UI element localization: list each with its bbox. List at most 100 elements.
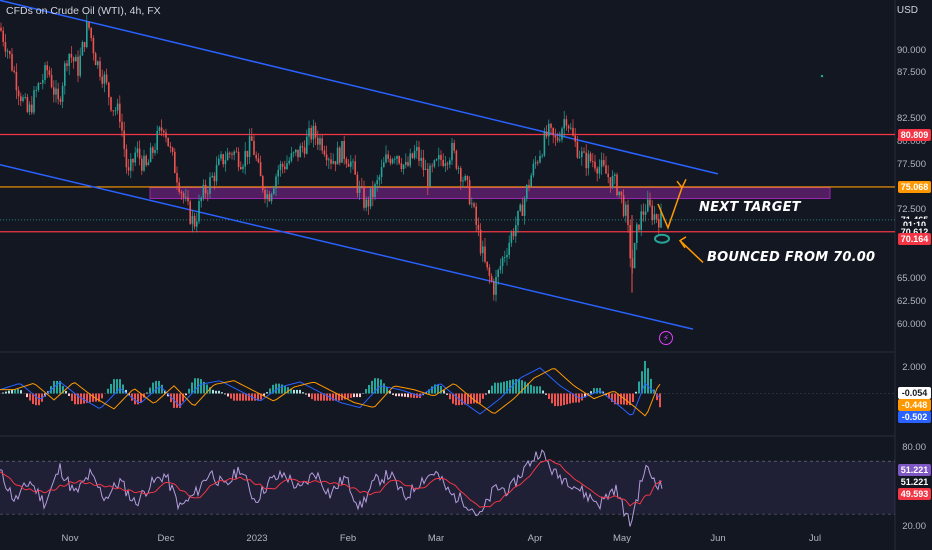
macd-histogram-bar [569,393,571,404]
candle-body [94,53,97,66]
lightning-icon[interactable]: ⚡ [659,331,673,345]
candle-body [189,201,191,224]
candle-body [253,140,255,155]
macd-histogram-bar [620,393,622,405]
candle-body [59,99,62,102]
candle-body [90,27,92,38]
candle-body [112,110,114,112]
candle-body [411,153,414,158]
macd-histogram-bar [14,389,16,394]
macd-histogram-bar [185,393,187,396]
macd-histogram-bar [278,383,280,394]
macd-histogram-bar [146,392,148,394]
candle-body [20,96,22,102]
candle-body [554,135,557,138]
candle-body [361,186,363,187]
candle-body [576,141,579,158]
macd-histogram-bar [65,390,67,394]
macd-histogram-bar [302,392,304,394]
candle-body [418,147,420,161]
macd-histogram-bar [494,382,496,394]
macd-histogram-bar [92,393,94,402]
candle-body [499,266,502,270]
macd-histogram-bar [311,393,313,400]
macd-histogram-bar [89,393,91,403]
candle-body [530,175,532,187]
candle-body [154,150,156,153]
candle-body [640,211,642,230]
candle-body [35,89,37,91]
price-axis-label: 77.500 [896,158,926,170]
macd-histogram-bar [455,393,457,406]
candle-body [391,159,394,164]
macd-histogram-bar [575,393,577,403]
macd-histogram-bar [218,390,220,394]
candle-body [299,146,301,158]
candle-body [383,162,385,168]
candle-body [325,154,328,161]
macd-histogram-bar [611,393,613,402]
time-axis-label: Jul [808,533,822,544]
macd-histogram-bar [248,393,250,401]
macd-histogram-bar [167,393,169,397]
candle-body [587,153,590,169]
candle-body [543,131,546,156]
candle-body [660,210,662,228]
candle-body [28,104,31,112]
candle-body [6,51,9,52]
next-target-annotation: NEXT TARGET [699,200,801,215]
macd-histogram-bar [32,393,34,405]
candle-body [578,156,581,158]
candle-body [350,161,352,167]
candle-body [455,150,458,169]
candle-body [378,177,381,181]
macd-histogram-bar [56,380,58,394]
candle-body [50,74,53,88]
candle-body [308,127,310,137]
macd-histogram-bar [200,379,202,394]
time-axis-label: Nov [61,533,79,544]
macd-histogram-bar [431,386,433,394]
target-arrow [657,187,683,230]
macd-axis-label: 2.000 [902,361,926,373]
rsi-axis-label: 80.00 [902,441,926,453]
candle-body [475,206,477,225]
candle-body [440,155,442,160]
macd-histogram-bar [254,393,256,401]
candle-body [264,189,266,199]
candle-body [149,147,152,163]
candle-body [79,55,81,76]
marker-dot [820,74,824,78]
macd-histogram-bar [317,393,319,401]
macd-histogram-bar [452,393,454,404]
candle-body [81,42,84,56]
macd-histogram-bar [521,380,523,394]
candle-body [97,61,99,66]
candle-body [345,159,348,164]
candle-body [574,135,576,142]
macd-histogram-bar [485,393,487,395]
candle-body [75,56,77,62]
macd-histogram-bar [224,393,226,395]
macd-histogram-bar [194,378,196,394]
rsi-line [0,449,663,527]
candle-body [48,70,51,75]
macd-histogram-bar [155,380,157,394]
macd-histogram-bar [134,393,136,405]
candle-body [400,163,403,170]
macd-histogram-bar [488,390,490,394]
candle-body [86,21,88,48]
macd-histogram-bar [374,378,376,394]
macd-tag: -0.502 [898,411,931,423]
macd-histogram-bar [122,384,124,394]
macd-histogram-bar [206,384,208,394]
candle-body [389,158,392,164]
candle-body [277,169,279,177]
macd-histogram-bar [140,393,142,403]
candle-body [213,175,216,182]
candle-body [143,155,145,171]
candle-body [193,215,196,227]
candle-body [207,193,209,195]
candle-body [229,152,231,154]
macd-histogram-bar [179,393,181,408]
